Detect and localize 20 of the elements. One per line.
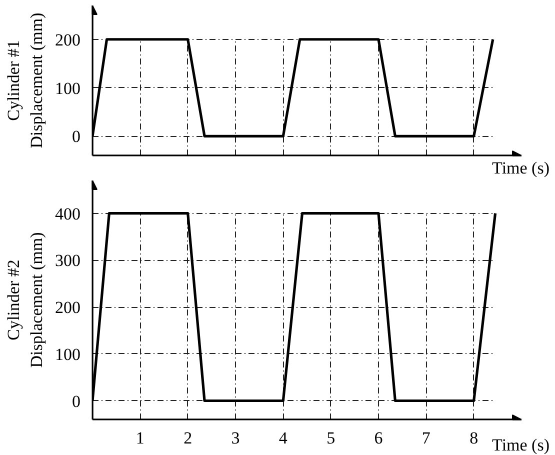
x-tick-label: 1 bbox=[136, 428, 144, 448]
x-tick-label: 2 bbox=[184, 428, 192, 448]
x-axis-title: Time (s) bbox=[492, 436, 550, 454]
x-tick-label: 8 bbox=[470, 428, 478, 448]
y-tick-label: 100 bbox=[55, 344, 80, 364]
y-tick-label: 200 bbox=[55, 30, 80, 50]
y-tick-label: 100 bbox=[55, 78, 80, 98]
x-tick-label: 7 bbox=[422, 428, 431, 448]
y-tick-label: 0 bbox=[72, 127, 80, 146]
x-tick-label: 6 bbox=[374, 428, 383, 448]
x-axis-title: Time (s) bbox=[492, 158, 550, 178]
x-tick-label: 5 bbox=[326, 428, 336, 448]
y-axis-title: Cylinder #1 Displacement (mm) bbox=[4, 12, 46, 148]
y-tick-label: 0 bbox=[72, 392, 80, 411]
x-tick-label: 4 bbox=[278, 428, 288, 448]
y-axis-title: Cylinder #2 Displacement (mm) bbox=[4, 232, 46, 368]
y-tick-label: 300 bbox=[55, 251, 80, 270]
x-tick-label: 3 bbox=[231, 428, 240, 448]
y-tick-label: 400 bbox=[55, 204, 80, 224]
y-tick-label: 200 bbox=[55, 298, 80, 318]
